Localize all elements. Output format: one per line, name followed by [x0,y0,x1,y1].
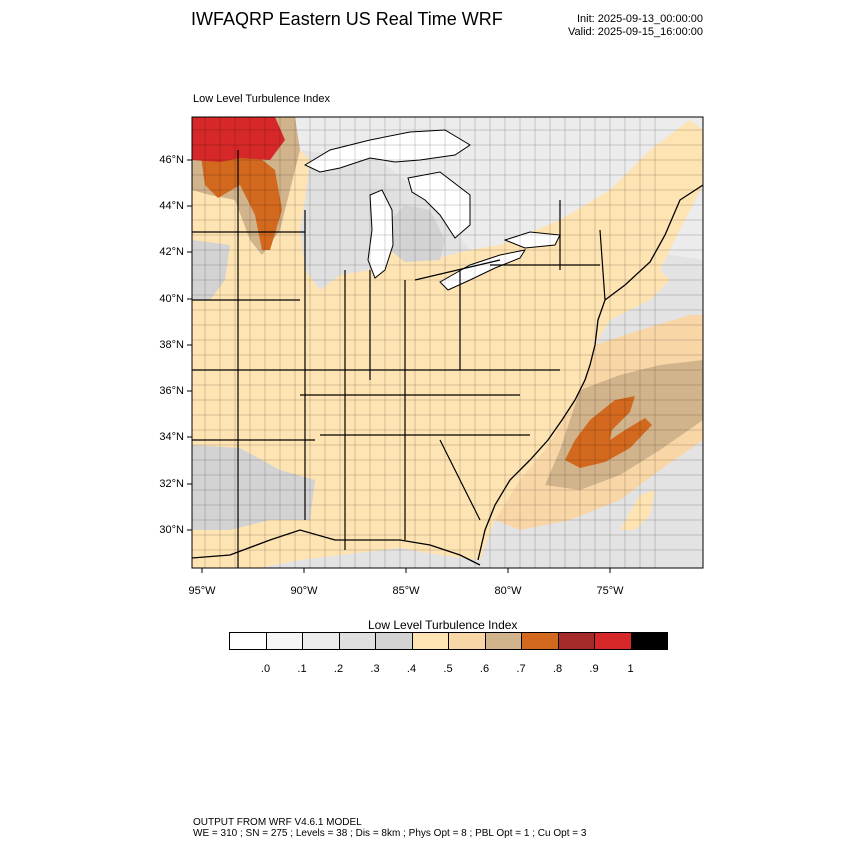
colorbar-tick-0: .0 [260,663,271,675]
lat-label-44: 44°N [159,200,184,212]
lat-label-46: 46°N [159,154,184,166]
colorbar-box-7 [484,632,522,650]
footer-line-1: OUTPUT FROM WRF V4.6.1 MODEL [193,817,362,828]
colorbar-box-4 [375,632,413,650]
colorbar-box-11 [630,632,668,650]
lake-ontario [503,231,561,249]
colorbar-box-1 [265,632,303,650]
nw-hotspot-red [192,117,285,162]
lat-label-42: 42°N [159,246,184,258]
init-time: Init: 2025-09-13_00:00:00 [577,13,703,25]
colorbar-box-0 [229,632,267,650]
colorbar-box-3 [338,632,376,650]
colorbar-box-6 [448,632,486,650]
lat-label-40: 40°N [159,293,184,305]
lat-label-30: 30°N [159,524,184,536]
colorbar-title: Low Level Turbulence Index [368,618,518,632]
lon-label-75: 75°W [596,585,624,597]
lat-label-38: 38°N [159,339,184,351]
colorbar-box-10 [594,632,632,650]
iowa-grey [192,240,230,300]
lon-label-90: 90°W [290,585,318,597]
colorbar-tick-6: .6 [479,663,490,675]
lon-label-80: 80°W [494,585,522,597]
map-title: IWFAQRP Eastern US Real Time WRF [191,9,503,29]
map-frame [191,116,704,569]
lat-label-32: 32°N [159,478,184,490]
colorbar-box-5 [411,632,449,650]
colorbar-tick-2: .2 [333,663,344,675]
run-times: Init: 2025-09-13_00:00:00 Valid: 2025-09… [568,13,703,39]
colorbar-tick-8: .8 [552,663,563,675]
offshore-max-orange [565,396,652,468]
colorbar-tick-1: .1 [297,663,307,675]
lat-ticks [187,159,192,531]
east-coastline [477,184,703,561]
colorbar-tick-3: .3 [370,663,380,675]
field-label: Low Level Turbulence Index [193,93,330,105]
lon-label-85: 85°W [392,585,420,597]
colorbar-box-9 [557,632,595,650]
valid-time: Valid: 2025-09-15_16:00:00 [568,26,703,38]
colorbar-tick-7: .7 [516,663,526,675]
colorbar-tick-5: .5 [443,663,453,675]
lon-label-95: 95°W [188,585,216,597]
lon-ticks [201,568,611,573]
colorbar-box-8 [521,632,559,650]
model-footer: OUTPUT FROM WRF V4.6.1 MODEL WE = 310 ; … [193,817,586,839]
footer-line-2: WE = 310 ; SN = 275 ; Levels = 38 ; Dis … [193,828,587,839]
lat-label-36: 36°N [159,385,184,397]
colorbar-tick-4: .4 [406,663,417,675]
colorbar-tick-10: 1 [627,663,634,675]
lat-label-34: 34°N [159,431,184,443]
south-grey [192,445,315,530]
colorbar-tick-9: .9 [589,663,599,675]
county-grid [192,117,703,568]
colorbar-box-2 [302,632,340,650]
new-england-land [560,120,703,300]
